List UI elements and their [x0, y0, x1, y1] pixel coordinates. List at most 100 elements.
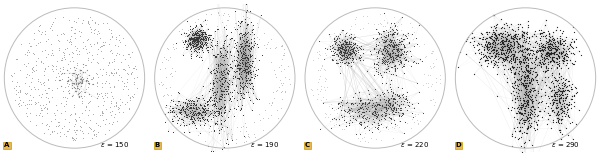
- Point: [370, 63, 379, 65]
- Point: [184, 39, 193, 41]
- Point: [496, 56, 505, 58]
- Point: [522, 77, 532, 79]
- Point: [375, 129, 385, 132]
- Point: [60, 86, 70, 88]
- Point: [224, 79, 234, 81]
- Point: [537, 58, 547, 60]
- Point: [224, 85, 233, 88]
- Point: [185, 100, 194, 102]
- Point: [74, 95, 84, 98]
- Point: [277, 83, 287, 86]
- Point: [536, 31, 545, 34]
- Point: [490, 41, 500, 44]
- Point: [526, 42, 535, 45]
- Point: [493, 47, 503, 49]
- Point: [553, 41, 563, 43]
- Point: [551, 45, 560, 47]
- Point: [383, 107, 393, 109]
- Point: [569, 95, 578, 97]
- Point: [51, 65, 61, 67]
- Point: [563, 45, 572, 47]
- Point: [547, 89, 556, 92]
- Point: [221, 111, 230, 113]
- Point: [388, 56, 398, 59]
- Point: [48, 54, 58, 56]
- Point: [526, 114, 535, 117]
- Point: [547, 51, 556, 54]
- Point: [485, 52, 494, 54]
- Point: [235, 86, 245, 89]
- Point: [220, 88, 230, 90]
- Point: [248, 70, 257, 72]
- Point: [346, 65, 355, 67]
- Point: [213, 53, 223, 56]
- Point: [377, 38, 387, 41]
- Point: [385, 61, 394, 64]
- Point: [525, 113, 535, 115]
- Point: [341, 35, 350, 37]
- Point: [196, 40, 206, 43]
- Point: [46, 133, 55, 135]
- Point: [512, 56, 522, 58]
- Point: [47, 68, 57, 71]
- Point: [24, 102, 34, 105]
- Point: [206, 13, 215, 16]
- Point: [370, 110, 379, 112]
- Point: [553, 56, 562, 59]
- Point: [394, 48, 403, 51]
- Point: [541, 58, 550, 60]
- Point: [106, 70, 116, 73]
- Point: [496, 56, 506, 59]
- Point: [373, 113, 383, 115]
- Point: [247, 47, 256, 49]
- Point: [365, 129, 374, 132]
- Point: [229, 75, 238, 77]
- Point: [70, 87, 80, 89]
- Point: [335, 64, 344, 67]
- Point: [396, 53, 406, 56]
- Point: [199, 97, 208, 100]
- Point: [518, 84, 528, 87]
- Point: [77, 80, 87, 82]
- Point: [66, 41, 76, 43]
- Point: [244, 81, 254, 84]
- Point: [214, 109, 223, 112]
- Point: [548, 104, 557, 106]
- Point: [506, 58, 516, 60]
- Point: [49, 65, 58, 68]
- Point: [220, 25, 229, 28]
- Point: [550, 44, 559, 47]
- Point: [359, 136, 369, 139]
- Point: [539, 109, 549, 112]
- Point: [534, 29, 544, 32]
- Point: [497, 43, 506, 45]
- Point: [236, 107, 245, 109]
- Point: [389, 112, 398, 115]
- Point: [489, 48, 499, 50]
- Point: [70, 129, 79, 131]
- Point: [380, 61, 390, 64]
- Point: [379, 117, 388, 119]
- Point: [394, 60, 403, 63]
- Point: [381, 127, 391, 129]
- Point: [520, 70, 530, 73]
- Point: [198, 28, 208, 31]
- Point: [194, 112, 203, 115]
- Point: [394, 50, 403, 53]
- Point: [523, 100, 532, 103]
- Point: [499, 42, 508, 44]
- Point: [194, 32, 204, 35]
- Point: [497, 48, 507, 51]
- Point: [479, 48, 489, 51]
- Point: [123, 94, 133, 97]
- Point: [368, 111, 377, 113]
- Point: [192, 44, 202, 47]
- Point: [195, 104, 205, 106]
- Point: [176, 109, 185, 111]
- Point: [557, 91, 566, 93]
- Point: [486, 49, 496, 52]
- Point: [532, 64, 542, 66]
- Point: [564, 49, 574, 52]
- Point: [233, 67, 242, 69]
- Point: [386, 56, 395, 58]
